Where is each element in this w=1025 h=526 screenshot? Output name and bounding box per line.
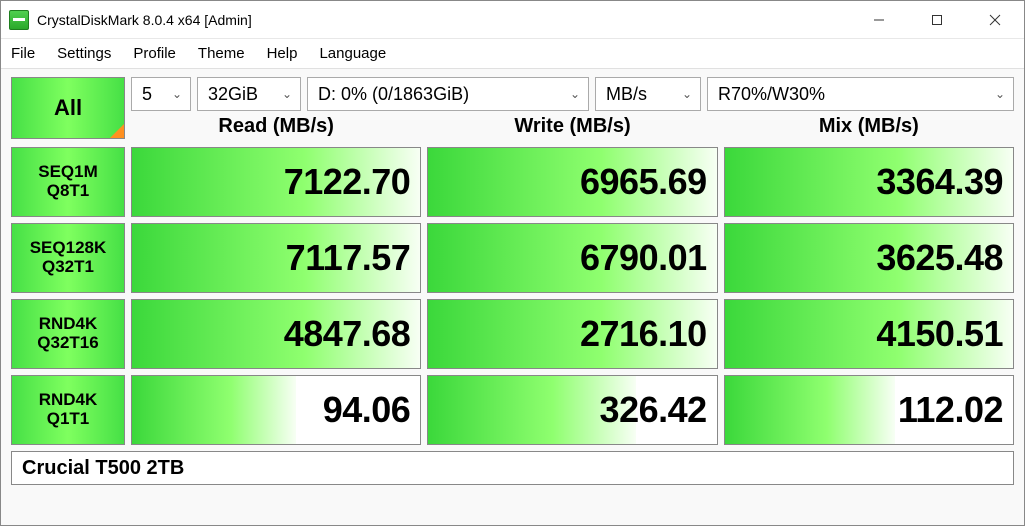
test-label-line2: Q32T1 — [42, 258, 94, 277]
result-write-row0: 6965.69 — [427, 147, 717, 217]
chevron-down-icon: ⌄ — [570, 87, 580, 101]
result-write-row1: 6790.01 — [427, 223, 717, 293]
test-label-line1: RND4K — [39, 315, 98, 334]
result-value: 6790.01 — [580, 237, 707, 279]
test-label-line2: Q32T16 — [37, 334, 98, 353]
drive-dropdown[interactable]: D: 0% (0/1863GiB) ⌄ — [307, 77, 589, 111]
test-label-line2: Q8T1 — [47, 182, 90, 201]
mix-value: R70%/W30% — [718, 84, 825, 105]
result-mix-row0: 3364.39 — [724, 147, 1014, 217]
result-write-row2: 2716.10 — [427, 299, 717, 369]
column-header-mix: Mix (MB/s) — [724, 115, 1014, 138]
column-header-write: Write (MB/s) — [427, 115, 717, 138]
result-value: 112.02 — [898, 389, 1003, 431]
result-value: 3625.48 — [876, 237, 1003, 279]
result-read-row0: 7122.70 — [131, 147, 421, 217]
result-value: 7122.70 — [284, 161, 411, 203]
results-grid: SEQ1MQ8T17122.706965.693364.39SEQ128KQ32… — [11, 147, 1014, 445]
menu-theme[interactable]: Theme — [198, 45, 245, 62]
result-value: 4847.68 — [284, 313, 411, 355]
menu-profile[interactable]: Profile — [133, 45, 176, 62]
run-all-button[interactable]: All — [11, 77, 125, 139]
title-bar: CrystalDiskMark 8.0.4 x64 [Admin] — [1, 1, 1024, 39]
result-fill-bar — [725, 376, 895, 444]
result-read-row1: 7117.57 — [131, 223, 421, 293]
test-label-line2: Q1T1 — [47, 410, 90, 429]
minimize-icon — [873, 14, 885, 26]
result-mix-row2: 4150.51 — [724, 299, 1014, 369]
window-controls — [850, 1, 1024, 38]
result-value: 7117.57 — [286, 237, 411, 279]
result-value: 326.42 — [600, 389, 707, 431]
menu-file[interactable]: File — [11, 45, 35, 62]
menu-settings[interactable]: Settings — [57, 45, 111, 62]
close-icon — [989, 14, 1001, 26]
test-button-rnd4k-q32t16[interactable]: RND4KQ32T16 — [11, 299, 125, 369]
test-label-line1: SEQ128K — [30, 239, 107, 258]
drive-name-label: Crucial T500 2TB — [22, 457, 184, 480]
runs-dropdown[interactable]: 5 ⌄ — [131, 77, 191, 111]
run-all-label: All — [54, 95, 82, 121]
menu-bar: File Settings Profile Theme Help Languag… — [1, 39, 1024, 69]
result-value: 4150.51 — [876, 313, 1003, 355]
runs-value: 5 — [142, 84, 152, 105]
test-button-rnd4k-q1t1[interactable]: RND4KQ1T1 — [11, 375, 125, 445]
menu-help[interactable]: Help — [267, 45, 298, 62]
result-value: 6965.69 — [580, 161, 707, 203]
chevron-down-icon: ⌄ — [172, 87, 182, 101]
minimize-button[interactable] — [850, 1, 908, 38]
test-label-line1: SEQ1M — [38, 163, 98, 182]
chevron-down-icon: ⌄ — [682, 87, 692, 101]
size-value: 32GiB — [208, 84, 258, 105]
result-write-row3: 326.42 — [427, 375, 717, 445]
chevron-down-icon: ⌄ — [282, 87, 292, 101]
maximize-icon — [931, 14, 943, 26]
result-read-row3: 94.06 — [131, 375, 421, 445]
close-button[interactable] — [966, 1, 1024, 38]
chevron-down-icon: ⌄ — [995, 87, 1005, 101]
test-label-line1: RND4K — [39, 391, 98, 410]
drive-name-footer: Crucial T500 2TB — [11, 451, 1014, 485]
column-header-read: Read (MB/s) — [131, 115, 421, 138]
app-window: CrystalDiskMark 8.0.4 x64 [Admin] File S… — [0, 0, 1025, 526]
result-value: 2716.10 — [580, 313, 707, 355]
result-value: 3364.39 — [876, 161, 1003, 203]
app-icon — [9, 10, 29, 30]
test-button-seq128k-q32t1[interactable]: SEQ128KQ32T1 — [11, 223, 125, 293]
drive-value: D: 0% (0/1863GiB) — [318, 84, 469, 105]
result-read-row2: 4847.68 — [131, 299, 421, 369]
window-title: CrystalDiskMark 8.0.4 x64 [Admin] — [37, 12, 850, 28]
result-mix-row1: 3625.48 — [724, 223, 1014, 293]
result-fill-bar — [132, 376, 296, 444]
content-area: All 5 ⌄ 32GiB ⌄ D: 0% (0/1863GiB) ⌄ — [1, 69, 1024, 525]
maximize-button[interactable] — [908, 1, 966, 38]
result-mix-row3: 112.02 — [724, 375, 1014, 445]
test-button-seq1m-q8t1[interactable]: SEQ1MQ8T1 — [11, 147, 125, 217]
unit-dropdown[interactable]: MB/s ⌄ — [595, 77, 701, 111]
mix-dropdown[interactable]: R70%/W30% ⌄ — [707, 77, 1014, 111]
result-value: 94.06 — [323, 389, 411, 431]
unit-value: MB/s — [606, 84, 647, 105]
size-dropdown[interactable]: 32GiB ⌄ — [197, 77, 301, 111]
menu-language[interactable]: Language — [319, 45, 386, 62]
